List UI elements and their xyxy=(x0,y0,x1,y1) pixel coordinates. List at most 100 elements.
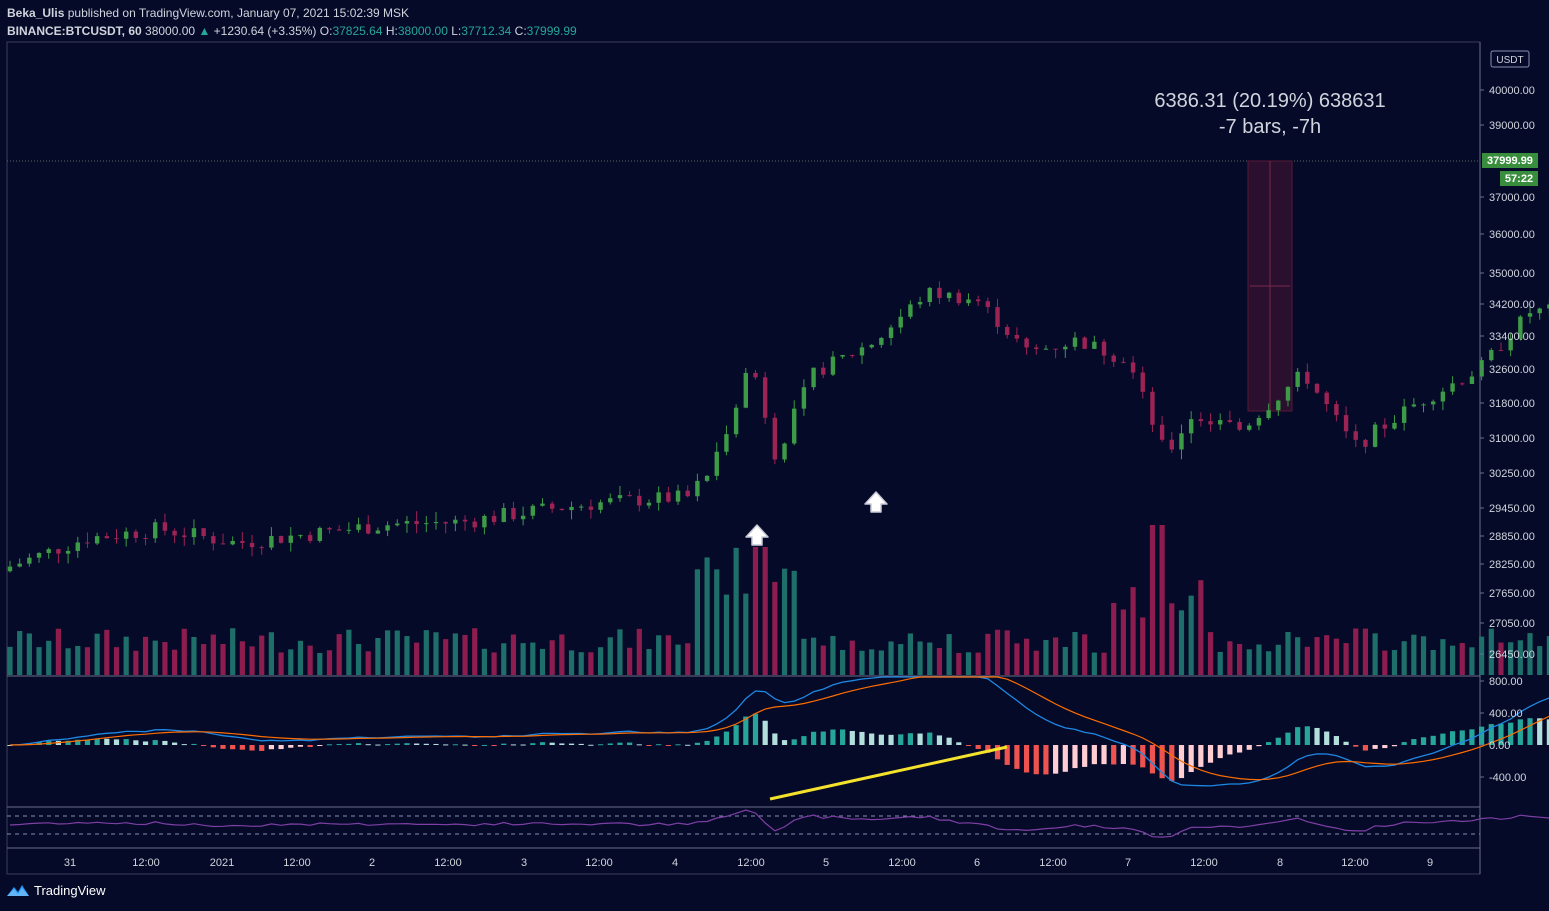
volume-bar xyxy=(646,649,652,675)
candle-body xyxy=(569,506,574,511)
volume-bar xyxy=(326,650,333,675)
volume-bar xyxy=(578,652,584,675)
candle-body xyxy=(211,536,216,544)
volume-bar xyxy=(1343,643,1349,675)
candle-body xyxy=(462,519,468,522)
symbol-label[interactable]: BINANCE:BTCUSDT, 60 xyxy=(7,24,142,38)
macd-hist-bar xyxy=(1411,739,1417,745)
volume-bar xyxy=(1324,635,1330,675)
candle-body xyxy=(1372,424,1378,447)
macd-hist-bar xyxy=(1236,745,1243,753)
macd-hist-bar xyxy=(1275,737,1281,745)
price-axis[interactable]: 40000.00 39000.00 37000.00 36000.00 35000.00… xyxy=(1480,85,1535,661)
macd-hist-bar xyxy=(1546,719,1549,745)
candle-body xyxy=(433,522,439,524)
macd-hist-bar xyxy=(210,745,216,748)
time-axis-label: 12:00 xyxy=(737,857,765,869)
volume-bar xyxy=(55,628,62,675)
macd-hist-bar xyxy=(278,745,284,750)
candle-body xyxy=(1159,424,1165,440)
candle-body xyxy=(782,443,787,460)
macd-hist-bar xyxy=(1149,745,1156,774)
volume-bar xyxy=(443,639,449,675)
candle-body xyxy=(1227,420,1233,422)
macd-hist-bar xyxy=(239,745,245,750)
candle-body xyxy=(104,536,110,539)
volume-bar xyxy=(733,547,739,675)
macd-hist-bar xyxy=(268,745,275,750)
macd-hist-bar xyxy=(259,745,265,751)
arrow-up-icon[interactable] xyxy=(864,491,888,513)
macd-axis-label: 800.00 xyxy=(1489,676,1523,688)
price-axis-label: 40000.00 xyxy=(1489,85,1535,97)
macd-hist-bar xyxy=(133,740,139,745)
measure-readout: 6386.31 (20.19%) 638631 -7 bars, -7h xyxy=(1100,88,1440,140)
arrow-up-icon[interactable] xyxy=(745,524,769,546)
macd-hist-bar xyxy=(985,745,991,753)
change-value: +1230.64 (+3.35%) xyxy=(213,24,317,38)
volume-bar xyxy=(1401,641,1407,675)
candle-body xyxy=(327,527,332,530)
volume-bar xyxy=(307,645,313,675)
volume-bar xyxy=(801,638,807,675)
volume-bar xyxy=(268,632,275,675)
candle-body xyxy=(1082,337,1087,349)
macd-hist-bar xyxy=(423,743,429,745)
macd-hist-bar xyxy=(113,739,120,745)
macd-hist-bar xyxy=(1062,745,1068,772)
macd-hist-bar xyxy=(452,744,458,746)
price-axis-label: 28250.00 xyxy=(1489,559,1535,571)
volume-bar xyxy=(840,649,846,675)
macd-hist-bar xyxy=(820,731,826,745)
volume-bar xyxy=(1140,617,1146,675)
macd-hist-bar xyxy=(878,734,884,745)
currency-badge[interactable] xyxy=(1490,50,1530,68)
macd-hist-bar xyxy=(781,740,788,745)
brand-label[interactable]: TradingView xyxy=(34,882,106,898)
tradingview-logo-icon[interactable] xyxy=(6,882,30,898)
volume-bar xyxy=(1062,646,1068,675)
macd-axis-label: 400.00 xyxy=(1489,708,1523,720)
macd-hist-bar xyxy=(685,744,691,746)
volume-bar xyxy=(171,649,178,675)
candle-body xyxy=(482,515,487,528)
candle-body xyxy=(549,503,555,509)
macd-hist-bar xyxy=(1469,729,1475,745)
candle-body xyxy=(182,535,187,538)
volume-bar xyxy=(452,633,458,675)
divergence-trendline[interactable] xyxy=(769,745,1008,801)
time-axis-label: 5 xyxy=(823,857,829,869)
candle-body xyxy=(821,367,826,375)
volume-bar xyxy=(936,647,943,675)
candle-body xyxy=(307,535,313,541)
macd-hist-bar xyxy=(1207,745,1214,763)
volume-bar xyxy=(859,650,865,675)
volume-bar xyxy=(123,636,129,675)
author-name[interactable]: Beka_Ulis xyxy=(7,6,65,20)
candle-body xyxy=(530,505,536,516)
volume-bar xyxy=(201,644,207,675)
volume-bar xyxy=(1304,646,1310,675)
volume-bar xyxy=(549,640,555,675)
volume-bar xyxy=(1362,628,1369,675)
last-price: 38000.00 xyxy=(145,24,196,38)
price-axis-label: 31800.00 xyxy=(1489,398,1535,410)
macd-hist-bar xyxy=(869,733,875,745)
candle-body xyxy=(1324,392,1329,405)
time-axis-label: 12:00 xyxy=(132,857,160,869)
macd-hist-bar xyxy=(1023,745,1030,773)
candle-body xyxy=(336,529,342,531)
volume-bar xyxy=(7,646,13,675)
candle-body xyxy=(656,492,661,503)
time-axis-label: 31 xyxy=(64,857,76,869)
volume-bar xyxy=(1314,637,1320,675)
candle-body xyxy=(1121,361,1126,363)
candle-body xyxy=(859,347,865,356)
price-axis-label: 32600.00 xyxy=(1489,364,1535,376)
time-axis[interactable]: 31 12:00 2021 12:00 2 12:00 3 12:00 4 12:00 5 12:00… xyxy=(64,857,1433,869)
volume-bar xyxy=(520,643,526,675)
macd-hist-bar xyxy=(181,744,187,746)
candle-body xyxy=(1101,341,1107,356)
macd-hist-bar xyxy=(1217,745,1223,759)
